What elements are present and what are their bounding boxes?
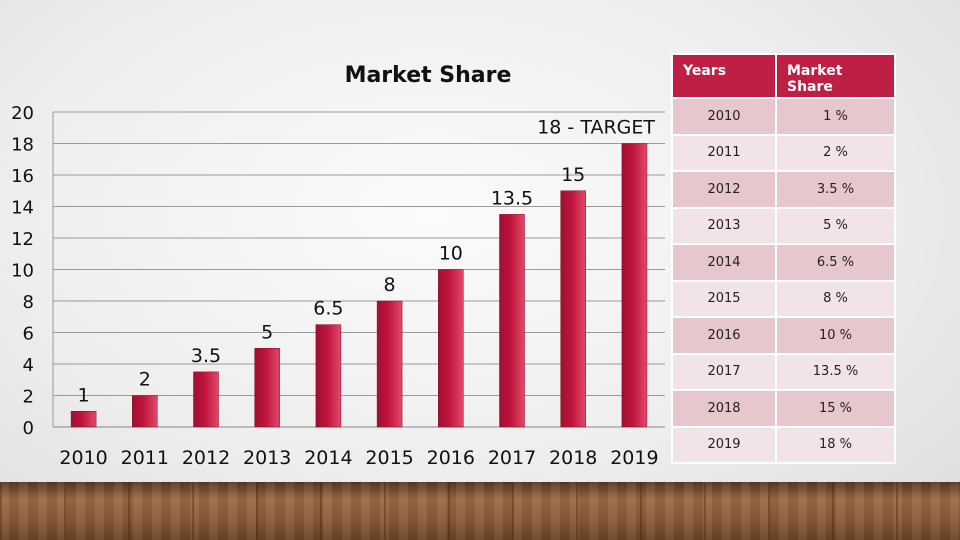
table-header-row: Years Market Share <box>671 53 896 99</box>
data-label-2016: 10 <box>439 243 463 265</box>
bar-2014 <box>315 324 342 428</box>
bar-2018 <box>560 190 586 428</box>
table-row: 2019 18 % <box>671 425 896 464</box>
bar-2015 <box>376 300 403 428</box>
chart-title: Market Share <box>345 63 512 88</box>
data-label-2010: 1 <box>78 384 90 406</box>
table-cell-share: 5 % <box>775 206 896 245</box>
table-cell-year: 2017 <box>671 352 777 391</box>
y-tick-label: 16 <box>11 166 34 187</box>
bar-2010 <box>70 411 97 428</box>
table-cell-share: 2 % <box>775 133 896 172</box>
table-header-market-share: Market Share <box>775 53 896 99</box>
table-cell-share: 10 % <box>775 316 896 355</box>
table-row: 2011 2 % <box>671 133 896 172</box>
table-cell-share: 8 % <box>775 279 896 318</box>
y-tick-label: 20 <box>11 103 34 124</box>
y-tick-label: 14 <box>11 198 34 219</box>
y-axis-tick-labels: 0 2 4 6 8 10 12 14 16 18 20 <box>11 103 34 439</box>
x-tick-label: 2019 <box>610 447 658 469</box>
table-cell-year: 2014 <box>671 243 777 282</box>
wooden-floor-background <box>0 482 960 540</box>
y-tick-label: 4 <box>23 355 34 376</box>
data-label-2017: 13.5 <box>491 187 533 209</box>
data-label-2015: 8 <box>384 274 396 296</box>
bar-2017 <box>499 214 525 428</box>
table-cell-year: 2012 <box>671 170 777 209</box>
table-cell-year: 2016 <box>671 316 777 355</box>
y-tick-label: 8 <box>23 292 34 313</box>
table-row: 2018 15 % <box>671 389 896 428</box>
bar-2016 <box>438 269 464 428</box>
table-body: 2010 1 % 2011 2 % 2012 3.5 % 2013 5 % 2014 6.5 % 2… <box>671 97 896 464</box>
table-cell-year: 2019 <box>671 425 777 464</box>
y-tick-label: 2 <box>23 387 34 408</box>
x-tick-label: 2011 <box>121 447 169 469</box>
table-cell-year: 2015 <box>671 279 777 318</box>
y-tick-label: 0 <box>23 418 34 439</box>
table-cell-share: 6.5 % <box>775 243 896 282</box>
data-label-2014: 6.5 <box>313 298 343 320</box>
table-cell-share: 13.5 % <box>775 352 896 391</box>
x-tick-label: 2015 <box>365 447 413 469</box>
market-share-table: Years Market Share 2010 1 % 2011 2 % 2012 3.5… <box>671 53 896 464</box>
table-cell-year: 2013 <box>671 206 777 245</box>
y-tick-label: 10 <box>11 261 34 282</box>
bar-2019 <box>621 143 648 428</box>
x-tick-label: 2014 <box>304 447 352 469</box>
table-cell-year: 2018 <box>671 389 777 428</box>
table-row: 2015 8 % <box>671 279 896 318</box>
table-row: 2016 10 % <box>671 316 896 355</box>
table-row: 2014 6.5 % <box>671 243 896 282</box>
x-tick-label: 2017 <box>488 447 536 469</box>
bar-2012 <box>193 371 219 428</box>
table-header-years: Years <box>671 53 777 99</box>
data-label-2011: 2 <box>139 369 151 391</box>
table-cell-year: 2011 <box>671 133 777 172</box>
bar-2011 <box>132 395 158 428</box>
bar-2013 <box>254 348 280 428</box>
y-tick-label: 18 <box>11 135 34 156</box>
x-tick-label: 2016 <box>427 447 475 469</box>
x-tick-label: 2018 <box>549 447 597 469</box>
data-label-2019: 18 - TARGET <box>537 117 655 139</box>
bars <box>70 143 648 428</box>
y-tick-label: 6 <box>23 324 34 345</box>
x-axis-tick-labels: 2010 2011 2012 2013 2014 2015 2016 2017 2018 2019 <box>59 447 658 469</box>
table-cell-year: 2010 <box>671 97 777 136</box>
data-label-2012: 3.5 <box>191 345 221 367</box>
table-row: 2012 3.5 % <box>671 170 896 209</box>
x-tick-label: 2013 <box>243 447 291 469</box>
table-cell-share: 3.5 % <box>775 170 896 209</box>
table-cell-share: 1 % <box>775 97 896 136</box>
data-label-2013: 5 <box>261 321 273 343</box>
data-label-2018: 15 <box>561 164 585 186</box>
table-row: 2013 5 % <box>671 206 896 245</box>
data-labels: 1 2 3.5 5 6.5 8 10 13.5 15 18 - TARGET <box>78 117 656 407</box>
x-tick-label: 2010 <box>59 447 107 469</box>
table-row: 2017 13.5 % <box>671 352 896 391</box>
table-cell-share: 15 % <box>775 389 896 428</box>
table-cell-share: 18 % <box>775 425 896 464</box>
y-tick-label: 12 <box>11 229 34 250</box>
x-tick-label: 2012 <box>182 447 230 469</box>
table-row: 2010 1 % <box>671 97 896 136</box>
